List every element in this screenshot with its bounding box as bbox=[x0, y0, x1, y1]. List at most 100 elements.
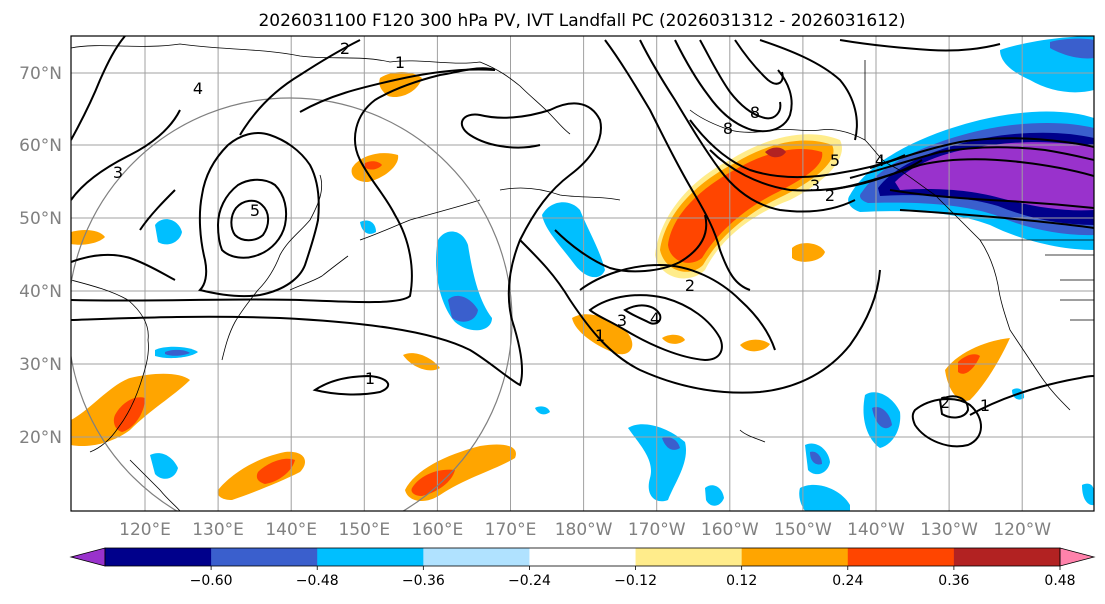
latitude-label: 50°N bbox=[19, 209, 62, 229]
negative-anomaly-patch-core bbox=[165, 349, 190, 356]
pv-contour bbox=[71, 253, 176, 281]
colorbar-swatch bbox=[423, 548, 530, 566]
colorbar-swatch bbox=[211, 548, 318, 566]
negative-anomaly-patch bbox=[535, 406, 550, 415]
coastline bbox=[689, 109, 891, 166]
coastline bbox=[1060, 279, 1094, 321]
coastline bbox=[359, 199, 481, 241]
contour-label: 2 bbox=[340, 39, 350, 58]
latitude-label: 60°N bbox=[19, 136, 62, 156]
negative-anomaly-patch-core bbox=[810, 451, 822, 465]
latitude-label: 30°N bbox=[19, 355, 62, 375]
longitude-label: 140°E bbox=[265, 520, 317, 540]
pv-contour bbox=[216, 178, 288, 259]
longitude-label: 140°W bbox=[847, 520, 905, 540]
contour-label: 3 bbox=[617, 311, 627, 330]
pv-contour bbox=[969, 375, 1094, 416]
longitude-label: 120°W bbox=[993, 520, 1051, 540]
map-title: 2026031100 F120 300 hPa PV, IVT Landfall… bbox=[258, 11, 905, 31]
pv-contour bbox=[839, 39, 1001, 52]
pv-contour bbox=[139, 189, 176, 231]
colorbar-swatch bbox=[953, 548, 1061, 566]
pv-contour bbox=[519, 239, 881, 394]
map-background bbox=[71, 36, 1094, 511]
contour-label: 1 bbox=[365, 369, 375, 388]
positive-anomaly-patch bbox=[71, 229, 105, 245]
positive-anomaly-patch bbox=[403, 353, 440, 371]
latitude-label: 20°N bbox=[19, 428, 62, 448]
negative-anomaly-patch bbox=[1082, 483, 1094, 506]
colorbar-swatch bbox=[635, 548, 743, 566]
colorbar-swatch bbox=[741, 548, 849, 566]
pv-contour bbox=[71, 36, 126, 141]
positive-anomaly-patch bbox=[792, 243, 825, 262]
positive-anomaly-patch-strong bbox=[411, 469, 455, 496]
contour-label: 8 bbox=[750, 103, 760, 122]
contour-label: 3 bbox=[113, 163, 123, 182]
pv-contour bbox=[759, 39, 858, 141]
coastline bbox=[289, 255, 349, 291]
coastline bbox=[739, 429, 766, 443]
longitude-label: 170°W bbox=[628, 520, 686, 540]
pv-contour bbox=[639, 39, 856, 213]
negative-anomaly-patch-core bbox=[1050, 38, 1094, 59]
pv-contour bbox=[829, 158, 1094, 191]
coastline bbox=[129, 459, 181, 511]
pv-contour bbox=[889, 189, 1094, 209]
longitude-label: 160°W bbox=[701, 520, 759, 540]
latitude-label: 40°N bbox=[19, 282, 62, 302]
longitude-label: 150°W bbox=[774, 520, 832, 540]
pv-contour bbox=[588, 294, 723, 362]
latitude-label: 70°N bbox=[19, 64, 62, 84]
pv-contour bbox=[579, 263, 776, 351]
colorbar-swatch bbox=[529, 548, 637, 566]
colorbar-tick-label: 0.48 bbox=[1044, 573, 1075, 589]
negative-anomaly-patch-core bbox=[662, 437, 680, 450]
pv-contour bbox=[911, 398, 982, 448]
pv-contour bbox=[623, 304, 662, 325]
negative-anomaly-patch bbox=[155, 219, 182, 245]
colorbar-swatch bbox=[317, 548, 424, 566]
longitude-label: 130°W bbox=[920, 520, 978, 540]
negative-anomaly-patch-core bbox=[448, 295, 478, 322]
negative-anomaly-patch bbox=[799, 484, 850, 511]
positive-anomaly-patch bbox=[945, 338, 1010, 401]
graticule bbox=[71, 36, 1094, 511]
pv-contour bbox=[299, 68, 496, 113]
positive-anomaly-patch-strong bbox=[256, 458, 295, 484]
pv-contours bbox=[71, 36, 1094, 448]
contour-label: 2 bbox=[825, 186, 835, 205]
pv-contour bbox=[230, 199, 270, 242]
colorbar-tick-label: −0.60 bbox=[190, 573, 233, 589]
contour-label: 4 bbox=[650, 309, 660, 328]
positive-anomaly-patch bbox=[740, 339, 770, 352]
negative-anomaly-patch-core bbox=[872, 406, 892, 429]
coastline bbox=[499, 187, 621, 201]
longitude-label: 130°E bbox=[192, 520, 244, 540]
pv-contour bbox=[239, 39, 361, 136]
contour-label: 2 bbox=[940, 393, 950, 412]
colorbar-tick-label: −0.12 bbox=[614, 573, 657, 589]
pv-contour bbox=[699, 39, 782, 120]
colorbar-tick-label: 0.12 bbox=[726, 573, 757, 589]
longitude-label: 160°E bbox=[412, 520, 464, 540]
positive-anomaly-patch bbox=[379, 72, 422, 98]
colorbar-tick-label: −0.48 bbox=[296, 573, 339, 589]
pv-contour bbox=[554, 214, 708, 273]
positive-anomaly-patch-strong bbox=[362, 161, 382, 170]
colorbar-extend-max bbox=[1059, 547, 1096, 567]
pv-contour bbox=[198, 132, 320, 298]
negative-anomaly-pacific-northwest-peak bbox=[895, 142, 1094, 211]
colorbar-swatch bbox=[105, 548, 212, 566]
positive-anomaly-patch bbox=[662, 334, 685, 344]
pv-contour bbox=[674, 39, 793, 133]
pv-contour bbox=[71, 109, 181, 201]
contour-label: 4 bbox=[193, 79, 203, 98]
coastline bbox=[71, 279, 149, 453]
contour-label: 1 bbox=[980, 396, 990, 415]
coastline bbox=[71, 43, 571, 135]
pv-contour bbox=[869, 137, 1094, 169]
map-frame bbox=[70, 35, 1095, 512]
